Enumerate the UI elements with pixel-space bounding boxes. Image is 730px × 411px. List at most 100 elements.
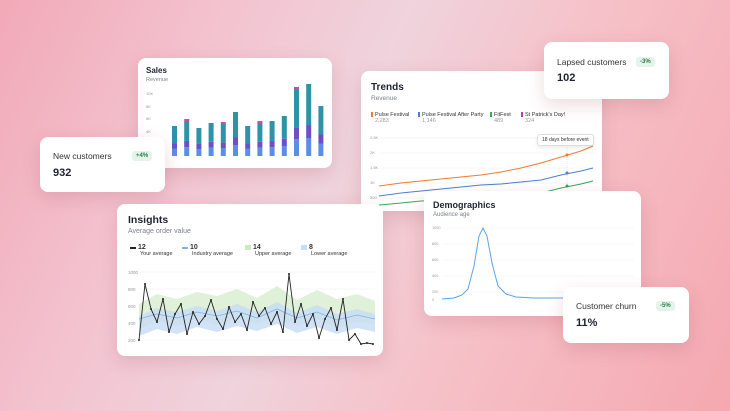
trends-legend-item[interactable]: Pulse Festival 2,283 [371, 112, 409, 124]
insights-legend-item[interactable]: 10 Industry average [182, 244, 233, 257]
new-customers-value: 932 [53, 167, 72, 179]
insights-legend-item[interactable]: 12 Your average [130, 244, 173, 257]
sales-bar-segment [196, 143, 202, 149]
insights-point [162, 298, 164, 300]
sales-bar-segment [233, 112, 238, 138]
customer-churn-value: 11% [576, 317, 598, 329]
insights-point [216, 318, 218, 320]
trends-legend-item[interactable]: St Patrick's Day! 324 [521, 112, 565, 124]
demographics-ytick: 800 [432, 242, 438, 246]
sales-bar-segment [208, 141, 214, 148]
insights-point [330, 307, 332, 309]
sales-ytick: 8K [146, 104, 151, 109]
trends-tooltip: 18 days before event [537, 134, 594, 146]
insights-point [186, 333, 188, 335]
sales-bar-segment [233, 145, 238, 156]
lapsed-customers-card[interactable]: Lapsed customers -3% 102 [544, 42, 669, 99]
insights-chart: 1000 800 600 400 200 [128, 270, 376, 345]
insights-subtitle: Average order value [128, 228, 191, 235]
sales-bar-segment [220, 124, 226, 143]
insights-card[interactable]: Insights Average order value 12 Your ave… [117, 204, 383, 356]
trends-card[interactable]: Trends Revenue Pulse Festival 2,283 Puls… [361, 71, 602, 211]
sales-bar-segment [245, 148, 251, 156]
insights-point [312, 313, 314, 315]
sales-bar-segment [281, 116, 287, 139]
insights-point [150, 308, 152, 310]
sales-bar-segment [294, 139, 299, 156]
sales-bar-segment [245, 143, 251, 149]
insights-point [174, 313, 176, 315]
lapsed-customers-badge: -3% [636, 57, 655, 67]
insights-point [366, 342, 368, 344]
insights-point [342, 298, 344, 300]
insights-point [144, 283, 146, 285]
trends-legend-item[interactable]: FitFest 489 [490, 112, 511, 124]
insights-point [324, 318, 326, 320]
insights-point [300, 303, 302, 305]
sales-bar-segment [220, 122, 226, 124]
insights-point [168, 331, 170, 333]
insights-point [252, 301, 254, 303]
sales-bar-segment [269, 140, 275, 148]
insights-point [270, 323, 272, 325]
insights-point [264, 307, 266, 309]
sales-bar-segment [208, 147, 214, 156]
trends-subtitle: Revenue [371, 95, 398, 102]
sales-bar-segment [172, 126, 177, 144]
insights-ytick: 600 [128, 304, 136, 309]
insights-point [354, 333, 356, 335]
trends-ytick: 2.5K [370, 135, 379, 140]
insights-point [306, 325, 308, 327]
insights-point [282, 331, 284, 333]
sales-ytick: 6K [146, 116, 151, 121]
trends-legend-item[interactable]: Pulse Festival After Party 1,146 [418, 112, 483, 124]
insights-point [348, 339, 350, 341]
sales-bar-segment [281, 146, 287, 156]
insights-point [222, 328, 224, 330]
customer-churn-card[interactable]: Customer churn -5% 11% [563, 287, 689, 343]
sales-subtitle: Revenue [146, 77, 169, 83]
sales-chart: 10K 8K 6K 4K [146, 84, 324, 156]
insights-point [198, 323, 200, 325]
demographics-ytick: 400 [432, 274, 438, 278]
insights-legend-item[interactable]: 14 Upper average [245, 244, 291, 257]
sales-bar-segment [208, 123, 214, 142]
customer-churn-label: Customer churn [576, 301, 637, 311]
new-customers-card[interactable]: New customers +4% 932 [40, 137, 165, 192]
lapsed-customers-label: Lapsed customers [557, 57, 627, 67]
insights-point [210, 299, 212, 301]
demographics-title: Demographics [433, 200, 496, 210]
sales-bar-segment [257, 121, 263, 123]
sales-bar-segment [294, 89, 299, 128]
insights-point [138, 339, 140, 341]
sales-bar-segment [257, 147, 263, 156]
sales-bar-segment [172, 143, 177, 149]
sales-bar-segment [196, 149, 202, 156]
sales-title: Sales [146, 66, 167, 75]
sales-bar-segment [245, 126, 251, 144]
new-customers-label: New customers [53, 151, 112, 161]
sales-card[interactable]: Sales Revenue 10K 8K 6K 4K [138, 58, 332, 168]
insights-legend-item[interactable]: 8 Lower average [301, 244, 347, 257]
insights-title: Insights [128, 214, 169, 226]
sales-bar-segment [184, 147, 190, 156]
sales-bar-segment [306, 84, 312, 126]
sales-bar-segment [306, 125, 312, 138]
insights-point [246, 329, 248, 331]
insights-point [288, 273, 290, 275]
demographics-ytick: 0 [432, 298, 434, 302]
sales-bar-segment [184, 121, 190, 141]
demographics-subtitle: Audience age [433, 212, 470, 218]
sales-bar-segment [306, 138, 312, 156]
sales-bar-segment [257, 123, 263, 142]
sales-bar-segment [220, 142, 226, 148]
insights-point [156, 321, 158, 323]
insights-point [204, 315, 206, 317]
insights-point [240, 313, 242, 315]
trends-ytick: 1K [370, 180, 375, 185]
insights-point [318, 337, 320, 339]
insights-point [360, 343, 362, 345]
insights-point [228, 306, 230, 308]
customer-churn-badge: -5% [656, 301, 675, 311]
insights-ytick: 200 [128, 338, 136, 343]
